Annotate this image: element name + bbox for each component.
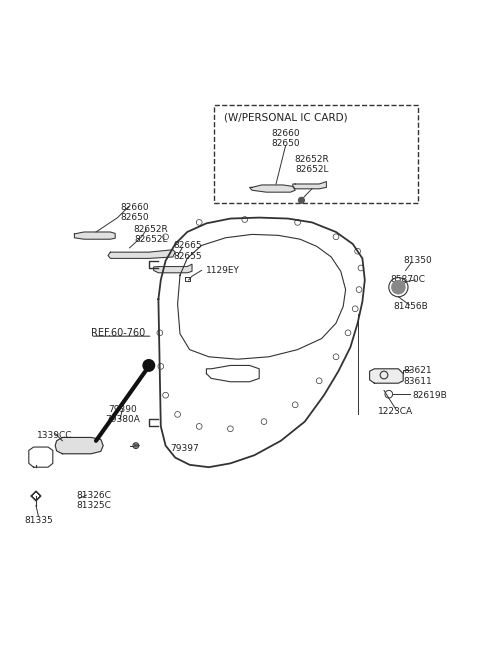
Text: 1223CA: 1223CA (378, 407, 414, 417)
Text: 1339CC: 1339CC (37, 432, 73, 440)
Polygon shape (154, 264, 192, 273)
Text: 82652R
82652L: 82652R 82652L (295, 155, 329, 174)
Polygon shape (370, 369, 403, 383)
Polygon shape (250, 185, 295, 192)
Circle shape (143, 359, 155, 371)
Text: 82665
82655: 82665 82655 (173, 241, 202, 261)
Text: 83621
83611: 83621 83611 (403, 366, 432, 386)
Text: 81456B: 81456B (393, 302, 428, 311)
Text: 85870C: 85870C (391, 276, 425, 285)
Polygon shape (55, 438, 103, 454)
Circle shape (392, 281, 405, 294)
Text: 82660
82650: 82660 82650 (271, 129, 300, 148)
Text: 82652R
82652L: 82652R 82652L (134, 225, 168, 244)
Polygon shape (108, 250, 175, 258)
Text: 81326C
81325C: 81326C 81325C (76, 491, 111, 510)
Polygon shape (74, 232, 115, 239)
Text: 82619B: 82619B (413, 391, 447, 400)
Text: 82660
82650: 82660 82650 (120, 203, 149, 222)
Bar (214, 105, 418, 203)
Text: 79397: 79397 (170, 445, 199, 453)
Text: 79390
79380A: 79390 79380A (105, 405, 140, 424)
Text: 81350: 81350 (403, 256, 432, 265)
Text: (W/PERSONAL IC CARD): (W/PERSONAL IC CARD) (224, 113, 348, 123)
Text: REF.60-760: REF.60-760 (91, 328, 145, 338)
Circle shape (299, 197, 304, 203)
Text: 1129EY: 1129EY (206, 266, 240, 275)
Polygon shape (293, 182, 326, 189)
Text: 81335: 81335 (24, 516, 53, 525)
Circle shape (134, 444, 137, 447)
